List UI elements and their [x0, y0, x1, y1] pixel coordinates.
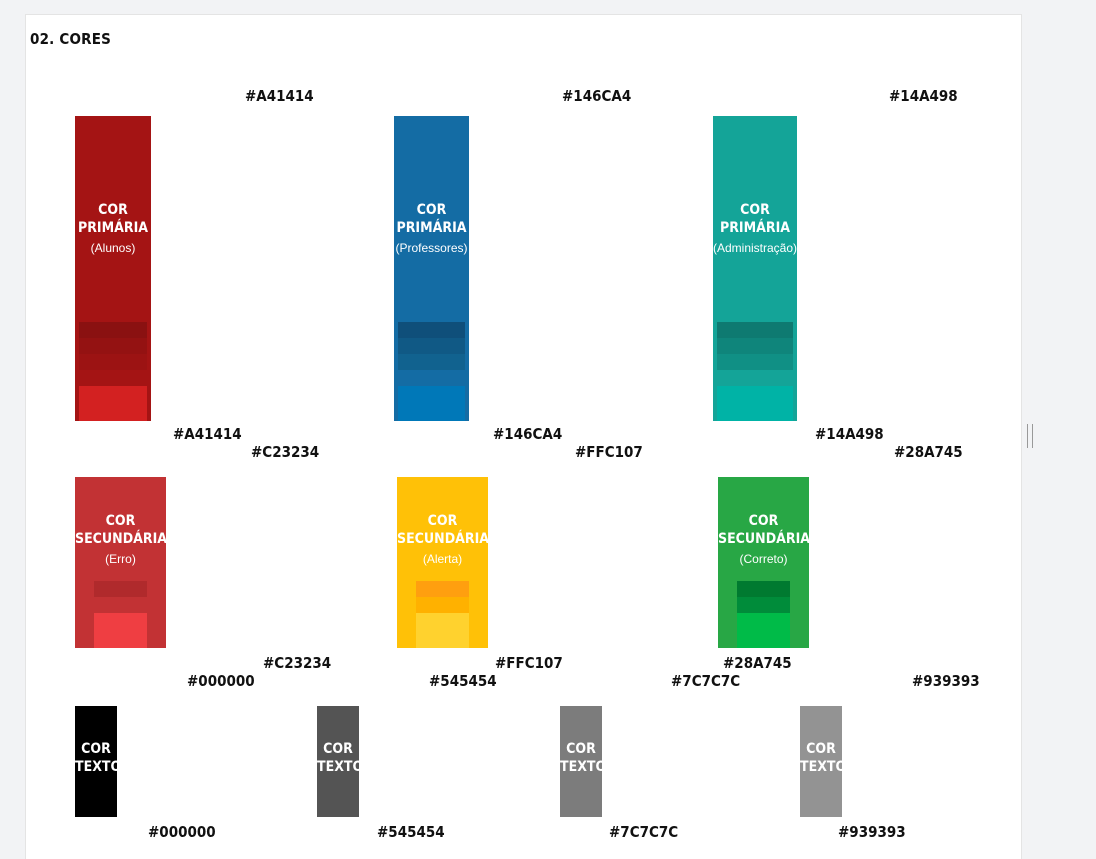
shade-band — [717, 386, 793, 421]
shade-band — [717, 338, 793, 354]
shade-band — [94, 613, 147, 648]
swatch-subtitle: (Alunos) — [90, 241, 136, 255]
shade-band — [94, 581, 147, 597]
section-title: 02. CORES — [30, 30, 112, 48]
hex-label-bottom: #14A498 — [815, 425, 884, 443]
shade-band — [79, 370, 147, 386]
hex-label-top: #939393 — [912, 672, 980, 690]
swatch-title: PRIMÁRIA — [77, 220, 149, 236]
shade-band — [398, 338, 465, 354]
hex-label-top: #28A745 — [894, 443, 963, 461]
swatch-title: COR — [740, 202, 770, 218]
shade-band — [79, 354, 147, 370]
swatch-title: COR — [427, 513, 458, 529]
swatch-title: PRIMÁRIA — [396, 220, 467, 236]
swatch-subtitle: (Administração) — [713, 241, 798, 255]
hex-label-bottom: #FFC107 — [495, 654, 563, 672]
hex-label-bottom: #939393 — [838, 823, 906, 841]
swatch-primary: COR PRIMÁRIA (Administração) — [713, 116, 797, 421]
shade-band — [398, 322, 465, 338]
swatch-text: COR TEXTO — [317, 706, 364, 817]
hex-label-top: #FFC107 — [575, 443, 643, 461]
swatch-text: COR TEXTO — [560, 706, 607, 817]
shade-band — [737, 613, 790, 648]
shade-band — [737, 597, 790, 613]
shade-band — [398, 354, 465, 370]
hex-label-bottom: #7C7C7C — [609, 823, 679, 841]
shade-band — [79, 338, 147, 354]
shade-band — [79, 322, 147, 338]
swatch-text: COR TEXTO — [800, 706, 847, 817]
swatch-secondary: COR SECUNDÁRIA (Correto) — [718, 477, 811, 648]
swatch-title: COR — [105, 513, 136, 529]
color-palette-page — [25, 14, 1022, 859]
hex-label-bottom: #28A745 — [723, 654, 792, 672]
swatch-title: COR — [416, 202, 447, 218]
swatch-primary: COR PRIMÁRIA (Professores) — [394, 116, 469, 421]
shade-band — [79, 386, 147, 421]
shade-band — [94, 597, 147, 613]
shade-band — [398, 370, 465, 386]
swatch-title: COR — [323, 741, 353, 757]
swatch-secondary: COR SECUNDÁRIA (Alerta) — [397, 477, 490, 648]
swatch-title: SECUNDÁRIA — [75, 531, 168, 547]
shade-band — [416, 597, 469, 613]
swatch-title: COR — [806, 741, 836, 757]
swatch-title: TEXTO — [800, 759, 847, 775]
swatch-subtitle: (Erro) — [105, 552, 136, 566]
hex-label-bottom: #146CA4 — [493, 425, 563, 443]
hex-label-bottom: #000000 — [148, 823, 216, 841]
shade-band — [737, 581, 790, 597]
swatch-title: COR — [566, 741, 596, 757]
swatch-title: TEXTO — [317, 759, 364, 775]
shade-band — [717, 370, 793, 386]
swatch-title: PRIMÁRIA — [719, 220, 791, 236]
shade-band — [717, 322, 793, 338]
hex-label-top: #14A498 — [889, 87, 958, 105]
hex-label-bottom: #545454 — [377, 823, 445, 841]
swatch-text: COR TEXTO — [75, 706, 122, 817]
hex-label-top: #A41414 — [245, 87, 314, 105]
shade-band — [717, 354, 793, 370]
swatch-title: COR — [748, 513, 779, 529]
swatch-primary: COR PRIMÁRIA (Alunos) — [75, 116, 151, 421]
swatch-title: TEXTO — [75, 759, 122, 775]
swatch-subtitle: (Correto) — [739, 552, 788, 566]
swatch-secondary: COR SECUNDÁRIA (Erro) — [75, 477, 168, 648]
hex-label-top: #146CA4 — [562, 87, 632, 105]
swatch-title: COR — [81, 741, 111, 757]
hex-label-bottom: #A41414 — [173, 425, 242, 443]
hex-label-top: #7C7C7C — [671, 672, 741, 690]
swatch-subtitle: (Professores) — [395, 241, 468, 255]
swatch-title: SECUNDÁRIA — [397, 531, 490, 547]
shade-band — [416, 581, 469, 597]
swatch-title: TEXTO — [560, 759, 607, 775]
scrollbar-handle[interactable] — [1027, 424, 1033, 448]
swatch-subtitle: (Alerta) — [422, 552, 463, 566]
swatch-title: COR — [98, 202, 128, 218]
hex-label-bottom: #C23234 — [263, 654, 332, 672]
hex-label-top: #000000 — [187, 672, 255, 690]
shade-band — [416, 613, 469, 648]
hex-label-top: #C23234 — [251, 443, 320, 461]
shade-band — [398, 386, 465, 421]
hex-label-top: #545454 — [429, 672, 497, 690]
swatch-title: SECUNDÁRIA — [718, 531, 811, 547]
